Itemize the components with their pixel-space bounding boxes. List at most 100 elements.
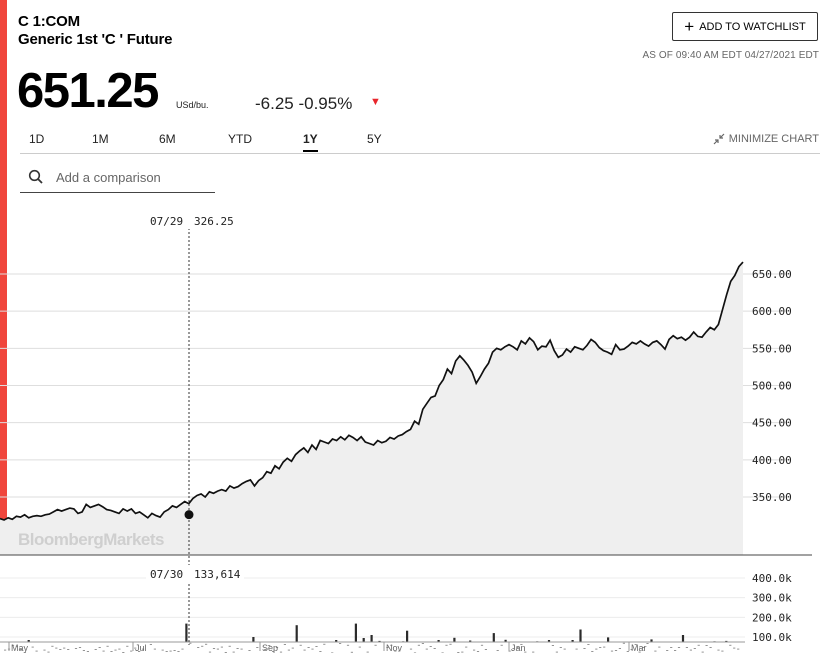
volume-bar bbox=[335, 640, 338, 642]
volume-bar bbox=[674, 650, 677, 651]
tab-ytd[interactable]: YTD bbox=[228, 132, 252, 146]
volume-bar bbox=[591, 651, 594, 652]
price-line bbox=[0, 261, 744, 521]
price-change: -6.25 -0.95% bbox=[255, 94, 353, 113]
volume-bar bbox=[169, 650, 172, 652]
volume-bar bbox=[394, 650, 397, 652]
volume-bar bbox=[559, 647, 562, 648]
volume-bar bbox=[118, 648, 121, 650]
volume-bar bbox=[311, 648, 314, 650]
volume-bar bbox=[532, 651, 535, 653]
volume-bar bbox=[362, 638, 365, 642]
minimize-icon bbox=[713, 133, 725, 145]
volume-bar bbox=[524, 651, 527, 653]
volume-bar bbox=[35, 650, 38, 652]
volume-bar bbox=[63, 647, 66, 649]
volume-bar bbox=[220, 646, 223, 648]
volume-bar bbox=[409, 648, 413, 650]
volume-bar bbox=[216, 648, 219, 650]
volume-bar bbox=[256, 647, 259, 648]
volume-bar bbox=[445, 644, 448, 646]
volume-bar bbox=[603, 646, 606, 648]
volume-bar bbox=[729, 644, 732, 646]
volume-bar bbox=[287, 649, 290, 651]
tab-1m[interactable]: 1M bbox=[92, 132, 109, 146]
volume-bar bbox=[737, 648, 740, 650]
hover-marker bbox=[184, 510, 194, 520]
tab-5y[interactable]: 5Y bbox=[367, 132, 382, 146]
minimize-chart-button[interactable]: MINIMIZE CHART bbox=[713, 133, 819, 145]
volume-bar bbox=[693, 648, 696, 649]
price-tick-label: 550.00 bbox=[752, 342, 792, 355]
volume-bar bbox=[130, 650, 133, 652]
volume-bar bbox=[303, 649, 306, 651]
volume-bar bbox=[173, 650, 176, 651]
tab-1d[interactable]: 1D bbox=[29, 132, 45, 146]
volume-bar bbox=[476, 651, 480, 652]
volume-bar bbox=[114, 649, 117, 651]
volume-tick-label: 400.0k bbox=[752, 572, 792, 585]
minimize-chart-label: MINIMIZE CHART bbox=[728, 133, 819, 145]
volume-bar bbox=[512, 648, 515, 649]
volume-bar bbox=[654, 650, 657, 652]
volume-bar bbox=[642, 647, 645, 648]
volume-bar bbox=[232, 651, 235, 653]
hover-volume-box bbox=[146, 565, 244, 582]
volume-bar bbox=[378, 640, 381, 642]
volume-bar bbox=[201, 645, 204, 647]
volume-tick-label: 100.0k bbox=[752, 631, 792, 644]
tab-1y[interactable]: 1Y bbox=[303, 132, 318, 152]
volume-bar bbox=[323, 643, 326, 645]
volume-bar bbox=[374, 644, 377, 646]
volume-bar bbox=[98, 647, 101, 648]
volume-bar bbox=[82, 650, 85, 651]
volume-bar bbox=[31, 646, 34, 648]
volume-bar bbox=[626, 651, 629, 652]
volume-bar bbox=[4, 649, 7, 651]
volume-bar bbox=[228, 645, 231, 647]
volume-bar bbox=[733, 647, 736, 649]
volume-bar bbox=[595, 648, 598, 650]
price-tick-label: 500.00 bbox=[752, 380, 792, 393]
volume-bar bbox=[587, 644, 590, 645]
volume-bar bbox=[208, 651, 212, 653]
down-arrow-icon: ▼ bbox=[370, 96, 381, 108]
volume-bar bbox=[212, 648, 216, 649]
volume-bar bbox=[417, 644, 420, 646]
volume-bar bbox=[94, 649, 97, 650]
volume-bar bbox=[705, 645, 708, 646]
volume-bar bbox=[315, 646, 318, 647]
volume-bar bbox=[465, 646, 468, 648]
volume-bar bbox=[185, 623, 188, 642]
x-tick-label: May bbox=[11, 643, 29, 653]
volume-bar bbox=[508, 650, 511, 652]
volume-bar bbox=[283, 644, 286, 645]
volume-bar bbox=[153, 648, 156, 650]
volume-bar bbox=[346, 644, 350, 646]
hover-volume-value: 133,614 bbox=[194, 568, 241, 581]
volume-bar bbox=[106, 645, 109, 647]
volume-bar bbox=[480, 644, 484, 646]
watermark: BloombergMarkets bbox=[18, 530, 164, 549]
accent-bar bbox=[0, 0, 7, 522]
volume-bar bbox=[161, 649, 164, 651]
volume-bar bbox=[425, 648, 428, 650]
last-price: 651.25 bbox=[17, 64, 159, 118]
volume-bar bbox=[264, 649, 267, 650]
volume-bar bbox=[610, 650, 614, 652]
tab-6m[interactable]: 6M bbox=[159, 132, 176, 146]
volume-bar bbox=[299, 644, 302, 646]
volume-bar bbox=[240, 648, 243, 650]
comparison-input[interactable] bbox=[54, 168, 208, 186]
hover-volume-date: 07/30 bbox=[150, 568, 183, 581]
price-area bbox=[0, 262, 743, 555]
hover-price-box bbox=[146, 212, 240, 229]
volume-bar bbox=[275, 647, 279, 648]
price-tick-label: 650.00 bbox=[752, 268, 792, 281]
x-tick-label: Nov bbox=[386, 643, 403, 653]
add-to-watchlist-button[interactable]: + ADD TO WATCHLIST bbox=[672, 12, 818, 41]
volume-bar bbox=[658, 646, 661, 648]
volume-bar bbox=[555, 651, 558, 653]
comparison-search[interactable] bbox=[20, 162, 215, 193]
